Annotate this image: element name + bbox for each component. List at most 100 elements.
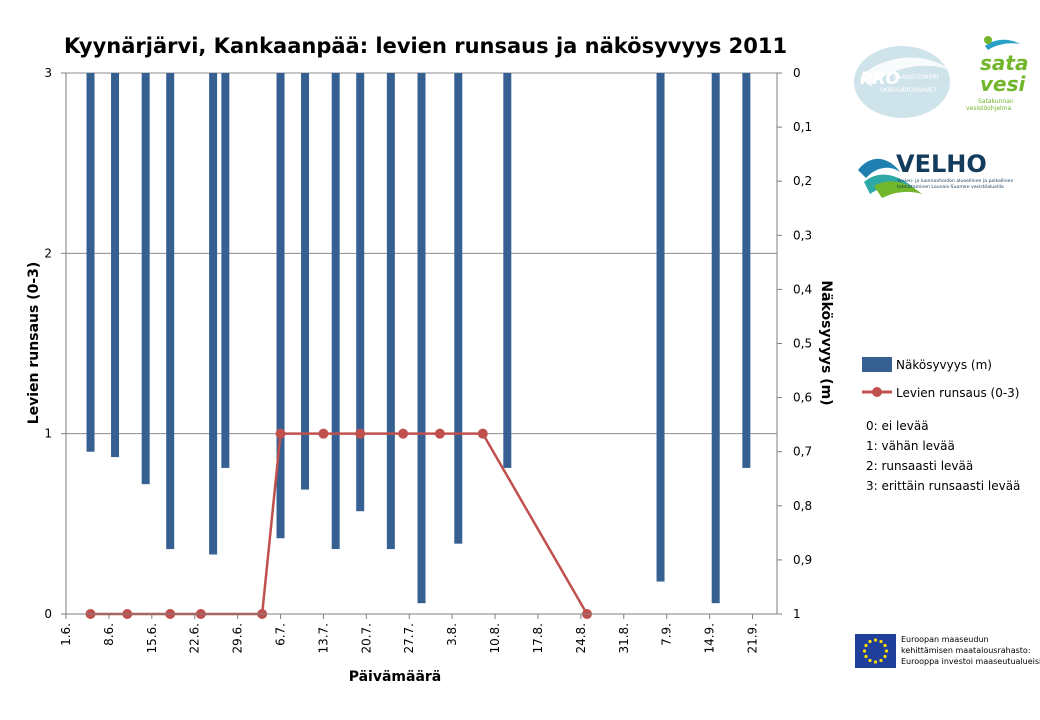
- x-tick-label: 1.6.: [59, 623, 73, 646]
- legend-bar-swatch: [862, 357, 892, 372]
- visibility-bar: [711, 73, 720, 604]
- visibility-bar: [656, 73, 665, 582]
- velho-logo: VELHO Vesien- ja luonnonhoidon alueellin…: [858, 150, 1013, 198]
- eu-star: [868, 639, 872, 644]
- x-tick-label: 8.6.: [102, 623, 116, 646]
- y-right-tick-label: 0,2: [793, 174, 812, 188]
- bar-series-visibility: [86, 73, 751, 604]
- eu-star: [883, 643, 887, 648]
- visibility-bar: [111, 73, 120, 458]
- x-tick-label: 27.7.: [402, 623, 416, 654]
- eu-logo: Euroopan maaseudun kehittämisen maatalou…: [855, 634, 1040, 668]
- note-1: 1: vähän levää: [866, 439, 955, 453]
- legend-line-label: Levien runsaus (0-3): [896, 386, 1019, 400]
- visibility-bar: [221, 73, 230, 468]
- x-tick-label: 3.8.: [445, 623, 459, 646]
- algae-point: [318, 428, 329, 439]
- x-tick-label: 21.9.: [745, 623, 759, 654]
- y-left-tick-label: 2: [44, 246, 52, 260]
- svg-text:kehittämisen maatalousrahasto:: kehittämisen maatalousrahasto:: [901, 646, 1031, 655]
- algae-point: [275, 428, 286, 439]
- eu-star: [884, 649, 889, 653]
- y-right-tick-label: 0,5: [793, 337, 812, 351]
- visibility-bar: [276, 73, 285, 539]
- x-tick-label: 10.8.: [488, 623, 502, 654]
- eu-star: [883, 654, 887, 659]
- notes: 0: ei levää 1: vähän levää 2: runsaasti …: [866, 419, 1020, 493]
- y-right-axis-label: Näkösyvyys (m): [818, 280, 834, 405]
- visibility-bar: [742, 73, 751, 468]
- axes: [61, 72, 782, 619]
- chart-title: Kyynärjärvi, Kankaanpää: levien runsaus …: [64, 34, 787, 58]
- visibility-bar: [454, 73, 463, 544]
- legend-line-marker: [872, 387, 882, 397]
- y-left-tick-label: 0: [44, 607, 52, 621]
- eu-star: [868, 658, 872, 663]
- x-tick-label: 31.8.: [617, 623, 631, 654]
- x-tick-label: 7.9.: [660, 623, 674, 646]
- visibility-bar: [209, 73, 218, 555]
- y-right-tick-label: 0,4: [793, 282, 812, 296]
- note-2: 2: runsaasti levää: [866, 459, 973, 473]
- svg-text:Euroopan maaseudun: Euroopan maaseudun: [901, 635, 989, 644]
- svg-text:VELHO: VELHO: [896, 150, 987, 178]
- x-tick-label: 29.6.: [231, 623, 245, 654]
- visibility-bar: [417, 73, 426, 604]
- eu-star: [873, 638, 878, 642]
- note-0: 0: ei levää: [866, 419, 929, 433]
- tick-labels: 0 1 2 3 0 0,1 0,2 0,3 0,4 0,5 0,6 0,7 0,8 0,9 1 1.6. 8.6…: [44, 66, 812, 654]
- legend-bar-label: Näkösyvyys (m): [896, 358, 992, 372]
- satavesi-logo: sata vesi Satakunnan vesistöohjelma: [966, 36, 1028, 112]
- legend: Näkösyvyys (m) Levien runsaus (0-3): [862, 357, 1019, 400]
- x-axis-label: Päivämäärä: [349, 669, 442, 685]
- eu-star: [864, 643, 868, 648]
- svg-text:PRO: PRO: [860, 69, 900, 89]
- y-right-tick-label: 0,3: [793, 228, 812, 242]
- x-tick-label: 13.7.: [316, 623, 330, 654]
- y-right-tick-label: 0,9: [793, 553, 812, 567]
- svg-text:Eurooppa investoi maaseutualue: Eurooppa investoi maaseutualueisiin: [901, 657, 1040, 666]
- svg-text:vesi: vesi: [980, 72, 1027, 96]
- svg-text:SAARISTOMERI: SAARISTOMERI: [893, 74, 939, 81]
- eu-star: [862, 649, 867, 653]
- visibility-bar: [166, 73, 175, 550]
- svg-text:sata: sata: [980, 51, 1028, 75]
- y-right-tick-label: 0,7: [793, 445, 812, 459]
- svg-text:SKÄRGÅRDSHAVET: SKÄRGÅRDSHAVET: [880, 87, 937, 94]
- eu-star: [879, 639, 883, 644]
- y-left-axis-label: Levien runsaus (0-3): [26, 262, 42, 425]
- algae-point: [355, 428, 366, 439]
- x-tick-label: 17.8.: [531, 623, 545, 654]
- eu-star: [879, 658, 883, 663]
- visibility-bar: [356, 73, 365, 512]
- y-left-tick-label: 3: [44, 66, 52, 80]
- algae-point: [434, 428, 445, 439]
- visibility-bar: [141, 73, 150, 485]
- y-right-tick-label: 1: [793, 607, 801, 621]
- x-tick-label: 6.7.: [274, 623, 288, 646]
- svg-text:toteuttaminen Lounais-Suomen v: toteuttaminen Lounais-Suomen vesistöalue…: [897, 184, 1004, 190]
- eu-star: [873, 660, 878, 664]
- svg-text:Vesien- ja luonnonhoidon aluee: Vesien- ja luonnonhoidon alueellinen ja …: [897, 178, 1013, 184]
- visibility-bar: [331, 73, 340, 550]
- y-right-tick-label: 0: [793, 66, 801, 80]
- y-left-tick-label: 1: [44, 427, 52, 441]
- svg-text:Satakunnan: Satakunnan: [978, 98, 1014, 105]
- x-tick-label: 22.6.: [188, 623, 202, 654]
- svg-text:vesistöohjelma: vesistöohjelma: [966, 105, 1012, 112]
- x-tick-label: 24.8.: [574, 623, 588, 654]
- note-3: 3: erittäin runsaasti levää: [866, 479, 1020, 493]
- y-right-tick-label: 0,8: [793, 499, 812, 513]
- visibility-bar: [386, 73, 395, 550]
- x-tick-label: 15.6.: [145, 623, 159, 654]
- visibility-bar: [86, 73, 95, 452]
- algae-point: [477, 428, 488, 439]
- y-right-tick-label: 0,6: [793, 391, 812, 405]
- x-tick-label: 14.9.: [703, 623, 717, 654]
- eu-star: [864, 654, 868, 659]
- algae-point: [398, 428, 409, 439]
- x-tick-label: 20.7.: [359, 623, 373, 654]
- pro-saaristomeri-logo: PRO SAARISTOMERI SKÄRGÅRDSHAVET: [854, 46, 950, 118]
- visibility-bar: [301, 73, 310, 490]
